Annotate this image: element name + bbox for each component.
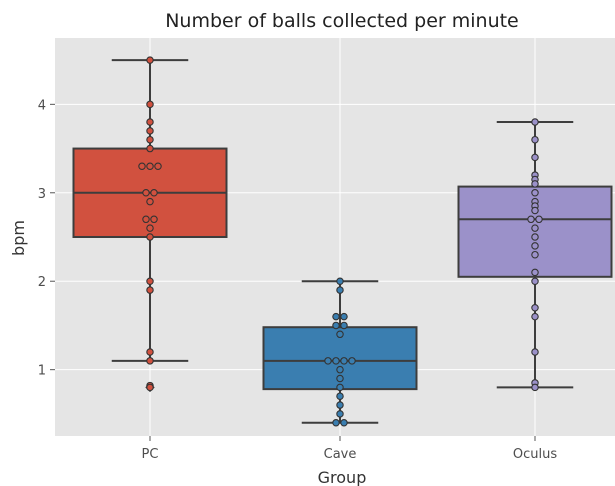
data-point-oculus bbox=[531, 250, 539, 259]
y-axis-label: bpm bbox=[9, 220, 28, 256]
data-point-oculus bbox=[531, 348, 539, 356]
data-point-cave bbox=[332, 418, 340, 427]
y-tick-label: 2 bbox=[38, 275, 46, 290]
data-point-oculus bbox=[531, 180, 539, 188]
data-point-cave bbox=[340, 418, 348, 427]
data-point-pc bbox=[146, 162, 154, 170]
data-point-pc bbox=[146, 100, 154, 109]
x-axis-ticks: PC Cave Oculus bbox=[142, 436, 557, 462]
data-point-pc bbox=[146, 286, 154, 294]
data-point-oculus bbox=[531, 268, 539, 277]
data-point-cave bbox=[340, 321, 348, 330]
data-point-oculus bbox=[527, 215, 535, 224]
x-tick-label: Cave bbox=[324, 447, 357, 462]
data-point-oculus bbox=[531, 383, 539, 392]
data-point-pc bbox=[150, 189, 158, 197]
data-point-pc bbox=[146, 56, 154, 64]
y-axis-ticks: 1 2 3 4 bbox=[38, 98, 55, 379]
data-point-pc bbox=[146, 233, 154, 241]
data-point-cave bbox=[332, 357, 340, 365]
data-point-cave bbox=[332, 321, 340, 330]
data-point-oculus bbox=[531, 224, 539, 232]
swarm-points bbox=[138, 56, 543, 427]
data-point-pc bbox=[146, 197, 154, 206]
data-point-pc bbox=[138, 162, 146, 170]
data-point-cave bbox=[340, 312, 348, 321]
y-tick-label: 4 bbox=[38, 98, 46, 113]
data-point-oculus bbox=[531, 189, 539, 197]
chart-title: Number of balls collected per minute bbox=[165, 10, 519, 32]
data-point-cave bbox=[336, 383, 344, 392]
data-point-pc bbox=[146, 127, 154, 135]
data-point-oculus bbox=[531, 206, 539, 215]
data-point-oculus bbox=[531, 233, 539, 241]
data-point-pc bbox=[142, 215, 150, 224]
data-point-cave bbox=[336, 374, 344, 383]
data-point-pc bbox=[146, 144, 154, 153]
data-point-cave bbox=[324, 357, 332, 365]
data-point-oculus bbox=[531, 304, 539, 312]
data-point-oculus bbox=[531, 153, 539, 162]
y-tick-label: 3 bbox=[38, 187, 46, 202]
data-point-pc bbox=[150, 215, 158, 224]
data-point-cave bbox=[336, 286, 344, 294]
data-point-cave bbox=[336, 392, 344, 400]
data-point-oculus bbox=[531, 242, 539, 250]
data-point-cave bbox=[336, 410, 344, 418]
data-point-pc bbox=[146, 135, 154, 144]
data-point-pc bbox=[146, 224, 154, 232]
data-point-oculus bbox=[531, 277, 539, 285]
data-point-cave bbox=[336, 277, 344, 285]
y-tick-label: 1 bbox=[38, 364, 46, 379]
data-point-pc bbox=[146, 357, 154, 365]
data-point-oculus bbox=[531, 135, 539, 144]
data-point-cave bbox=[340, 357, 348, 365]
data-point-pc bbox=[146, 348, 154, 356]
data-point-cave bbox=[336, 401, 344, 409]
data-point-oculus bbox=[531, 118, 539, 126]
data-point-cave bbox=[332, 312, 340, 321]
x-tick-label: Oculus bbox=[513, 447, 557, 462]
data-point-pc bbox=[142, 189, 150, 197]
x-axis-label: Group bbox=[318, 468, 367, 486]
data-point-cave bbox=[336, 365, 344, 374]
data-point-pc bbox=[146, 277, 154, 285]
data-point-cave bbox=[348, 357, 356, 365]
data-point-pc bbox=[154, 162, 162, 170]
data-point-cave bbox=[336, 330, 344, 339]
x-tick-label: PC bbox=[142, 447, 159, 462]
data-point-pc bbox=[146, 383, 154, 392]
data-point-oculus bbox=[535, 215, 543, 224]
data-point-pc bbox=[146, 118, 154, 126]
data-point-oculus bbox=[531, 312, 539, 321]
